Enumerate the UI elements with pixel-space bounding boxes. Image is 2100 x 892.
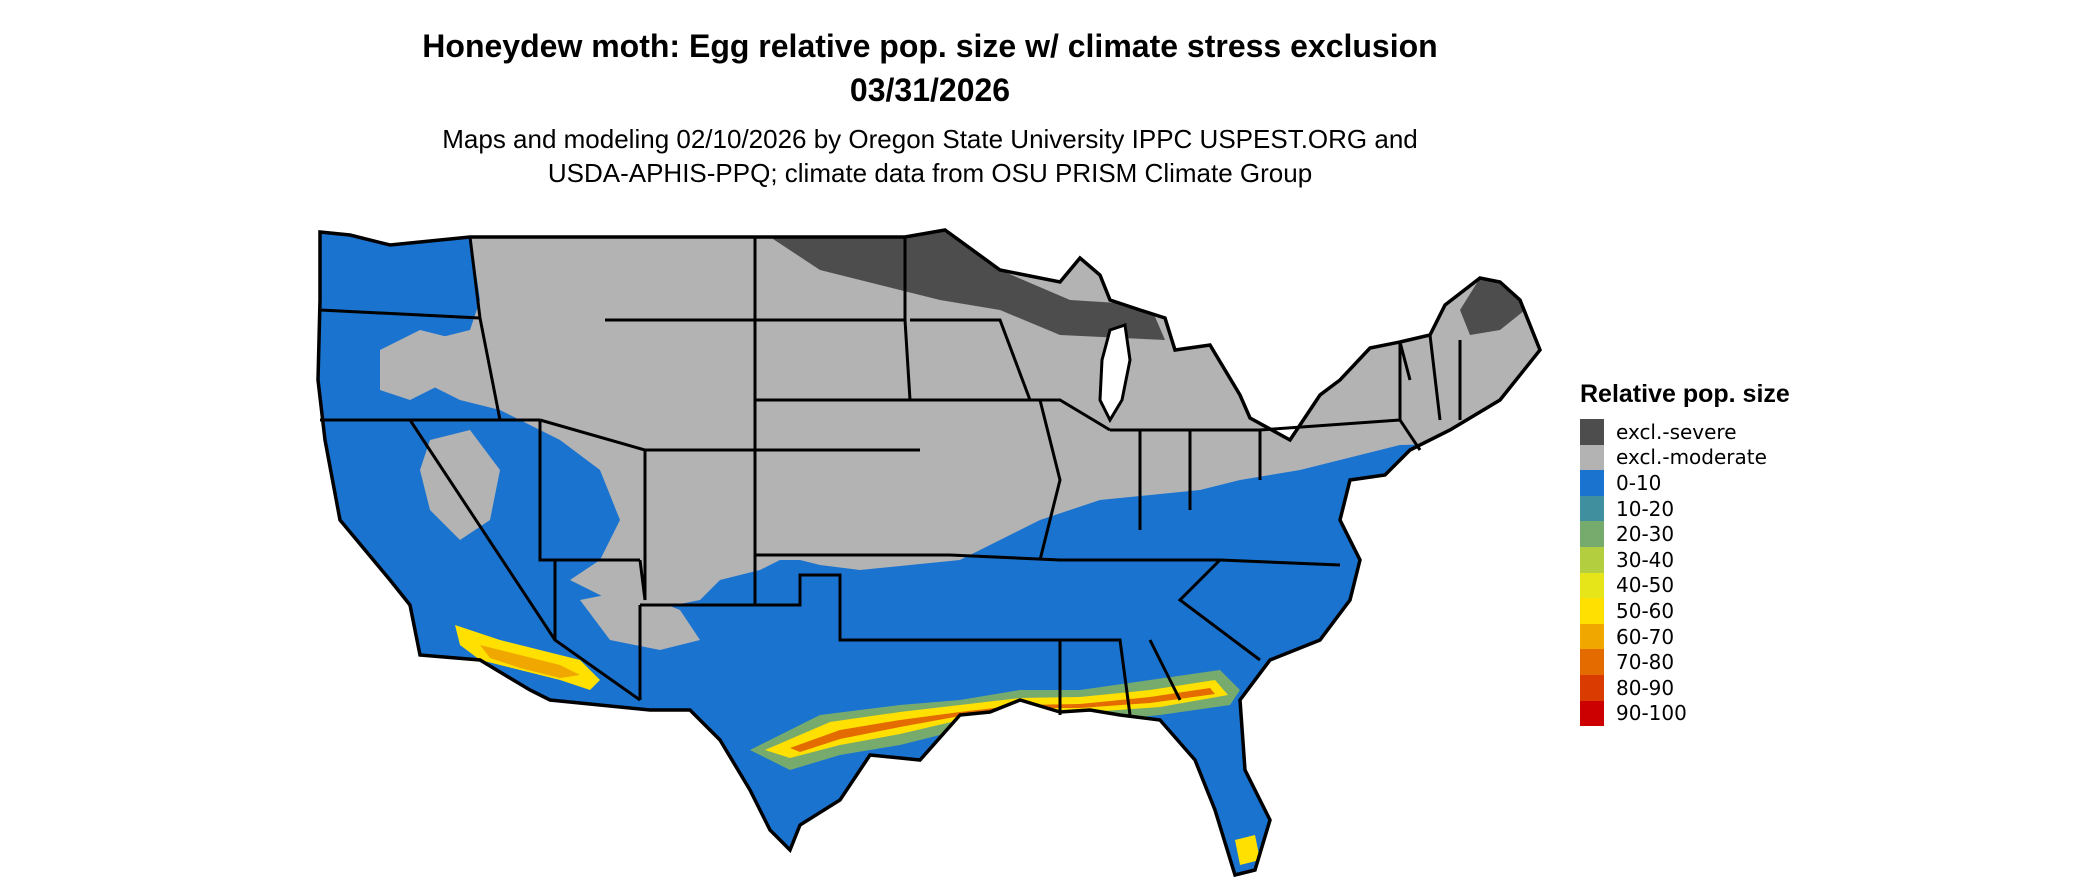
legend-item-20-30: 20-30 <box>1580 521 1790 547</box>
band-socal-core <box>480 645 580 678</box>
legend-label: 30-40 <box>1616 547 1675 572</box>
legend-label: excl.-moderate <box>1616 445 1767 470</box>
legend-label: 90-100 <box>1616 701 1687 726</box>
legend-label: 80-90 <box>1616 675 1675 700</box>
us-outline <box>316 228 1543 878</box>
legend-label: 50-60 <box>1616 598 1675 623</box>
legend-swatch <box>1580 700 1604 727</box>
legend-swatch <box>1580 598 1604 624</box>
legend-swatch <box>1580 623 1604 650</box>
us-map <box>316 228 1543 878</box>
legend-item-50-60: 50-60 <box>1580 598 1790 624</box>
subtitle-line-1: Maps and modeling 02/10/2026 by Oregon S… <box>442 124 1418 154</box>
legend-item-60-70: 60-70 <box>1580 623 1790 650</box>
legend-items: excl.-severe excl.-moderate 0-10 10-20 2… <box>1580 419 1790 727</box>
band-yellow <box>765 680 1228 758</box>
legend-label: excl.-severe <box>1616 419 1737 444</box>
title-line-2: 03/31/2026 <box>849 72 1011 108</box>
legend-item-excl-moderate: excl.-moderate <box>1580 444 1790 471</box>
legend-swatch <box>1580 444 1604 471</box>
legend-swatch <box>1580 521 1604 547</box>
legend-title: Relative pop. size <box>1580 380 1790 408</box>
band-orange <box>790 688 1215 752</box>
legend-item-0-10: 0-10 <box>1580 470 1790 496</box>
subtitle-line-2: USDA-APHIS-PPQ; climate data from OSU PR… <box>547 158 1313 188</box>
legend-item-excl-severe: excl.-severe <box>1580 419 1790 445</box>
map-subtitle: Maps and modeling 02/10/2026 by Oregon S… <box>0 122 1860 190</box>
legend-swatch <box>1580 572 1604 599</box>
legend-label: 60-70 <box>1616 624 1675 649</box>
legend-item-70-80: 70-80 <box>1580 649 1790 675</box>
legend-label: 10-20 <box>1616 496 1675 521</box>
grey-patch-nevada <box>420 430 500 540</box>
legend-item-40-50: 40-50 <box>1580 572 1790 599</box>
legend-item-10-20: 10-20 <box>1580 495 1790 522</box>
legend-label: 40-50 <box>1616 573 1675 598</box>
legend-swatch <box>1580 649 1604 675</box>
legend-swatch <box>1580 470 1604 496</box>
severe-zone-maine <box>1460 278 1525 335</box>
lake-michigan <box>1098 323 1132 424</box>
state-borders <box>319 236 1462 716</box>
legend-item-90-100: 90-100 <box>1580 700 1790 727</box>
map-title: Honeydew moth: Egg relative pop. size w/… <box>0 24 1860 112</box>
severe-zone-north <box>770 230 1165 340</box>
legend-swatch <box>1580 419 1604 445</box>
band-florida-tip <box>1235 835 1260 865</box>
legend-item-80-90: 80-90 <box>1580 674 1790 701</box>
grey-patch-oregon <box>380 330 460 400</box>
legend-swatch <box>1580 674 1604 701</box>
legend-swatch <box>1580 546 1604 573</box>
legend-label: 0-10 <box>1616 470 1662 495</box>
legend-swatch <box>1580 495 1604 522</box>
legend-label: 70-80 <box>1616 650 1675 675</box>
legend-label: 20-30 <box>1616 522 1675 547</box>
legend-item-30-40: 30-40 <box>1580 546 1790 573</box>
title-line-1: Honeydew moth: Egg relative pop. size w/… <box>422 28 1438 64</box>
legend: Relative pop. size excl.-severe excl.-mo… <box>1580 380 1790 727</box>
